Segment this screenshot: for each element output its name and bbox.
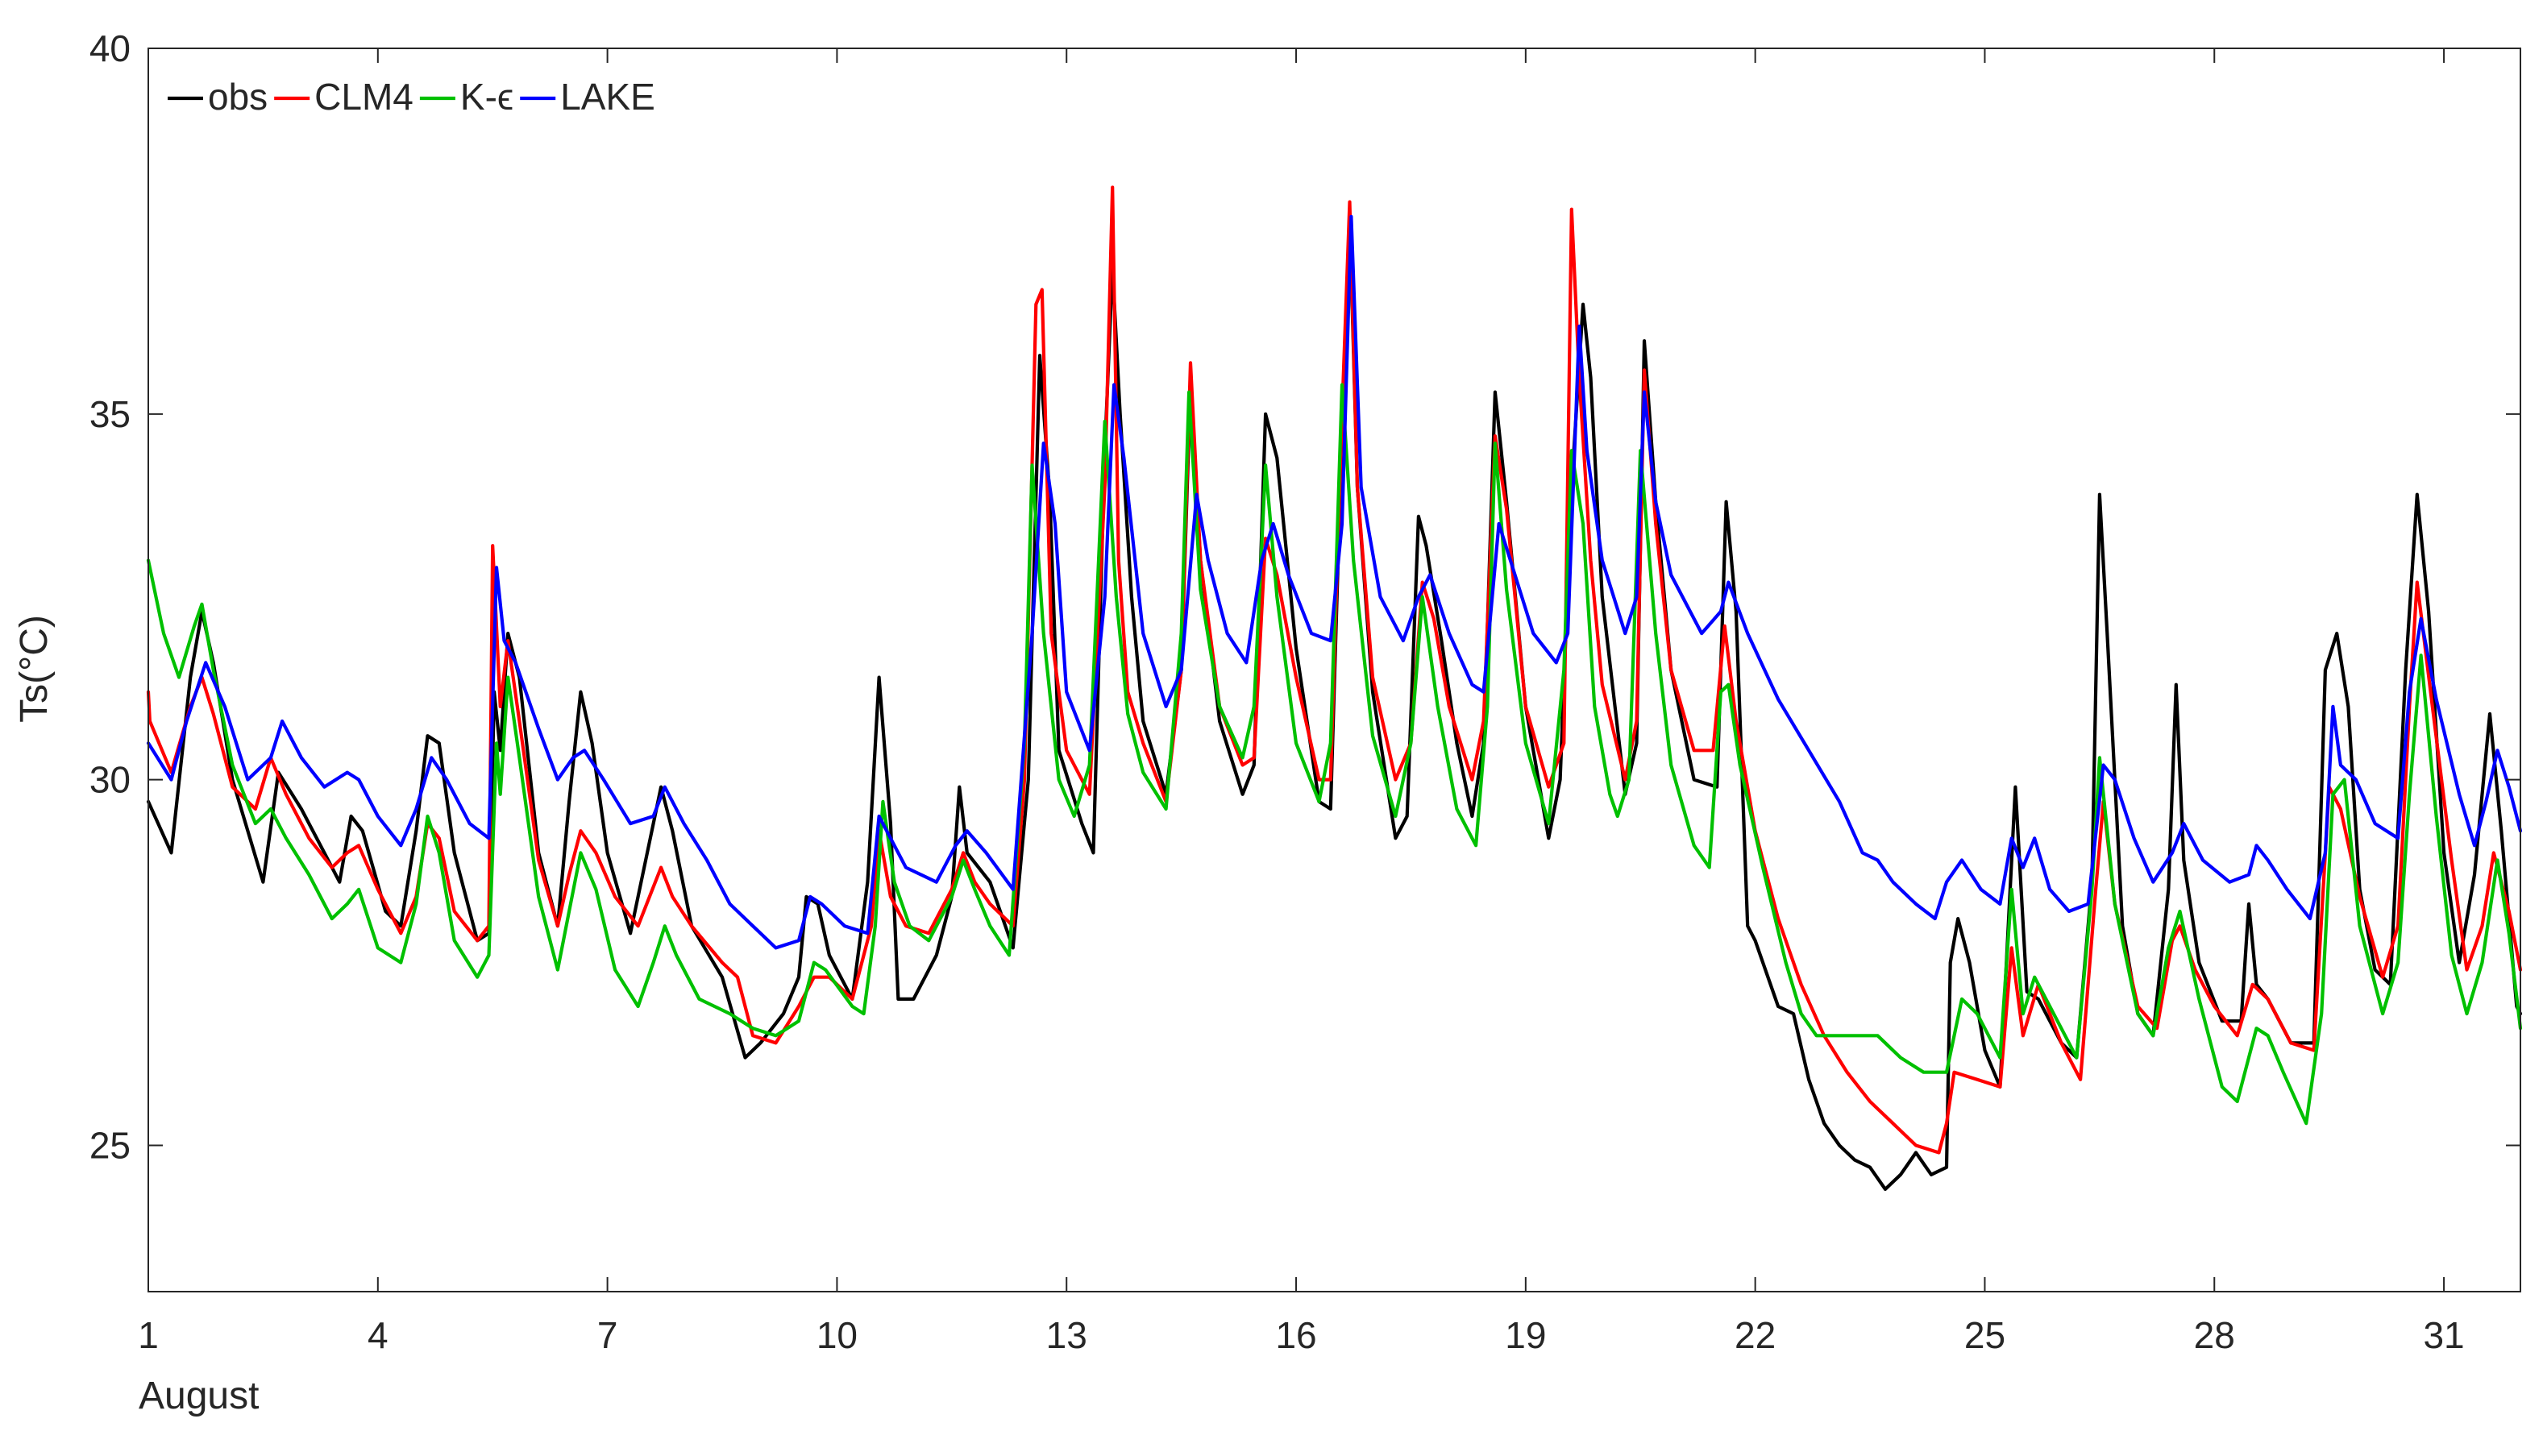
x-tick-label: 7 (597, 1314, 618, 1356)
x-tick-label: 13 (1046, 1314, 1087, 1356)
legend-label: K-ϵ (460, 76, 513, 118)
y-tick-label: 25 (89, 1124, 131, 1166)
y-tick-label: 35 (89, 393, 131, 435)
x-tick-label: 25 (1964, 1314, 2005, 1356)
axis-ticks: 1 4 7 10 13 16 19 22 25 28 31 25 30 35 40 (89, 27, 2520, 1356)
x-tick-label: 10 (817, 1314, 858, 1356)
legend-label: obs (208, 76, 268, 118)
series-layer (146, 185, 2523, 1191)
y-axis-title: Ts(°C) (13, 615, 56, 723)
x-tick-label: 28 (2194, 1314, 2235, 1356)
x-tick-label: 4 (368, 1314, 389, 1356)
y-tick-label: 30 (89, 759, 131, 801)
x-tick-label: 16 (1275, 1314, 1316, 1356)
plot-area-frame (148, 48, 2521, 1292)
x-tick-label: 1 (138, 1314, 159, 1356)
x-tick-label: 19 (1505, 1314, 1546, 1356)
x-tick-label: 31 (2423, 1314, 2464, 1356)
legend-label: CLM4 (314, 76, 413, 118)
y-tick-label: 40 (89, 27, 131, 69)
legend: obs CLM4 K-ϵ LAKE (168, 76, 655, 118)
x-axis-title: August (139, 1375, 259, 1417)
x-tick-label: 22 (1735, 1314, 1776, 1356)
series-line-lake-3 (146, 214, 2523, 950)
series-line-k-2 (146, 383, 2523, 1126)
legend-label: LAKE (560, 76, 655, 118)
